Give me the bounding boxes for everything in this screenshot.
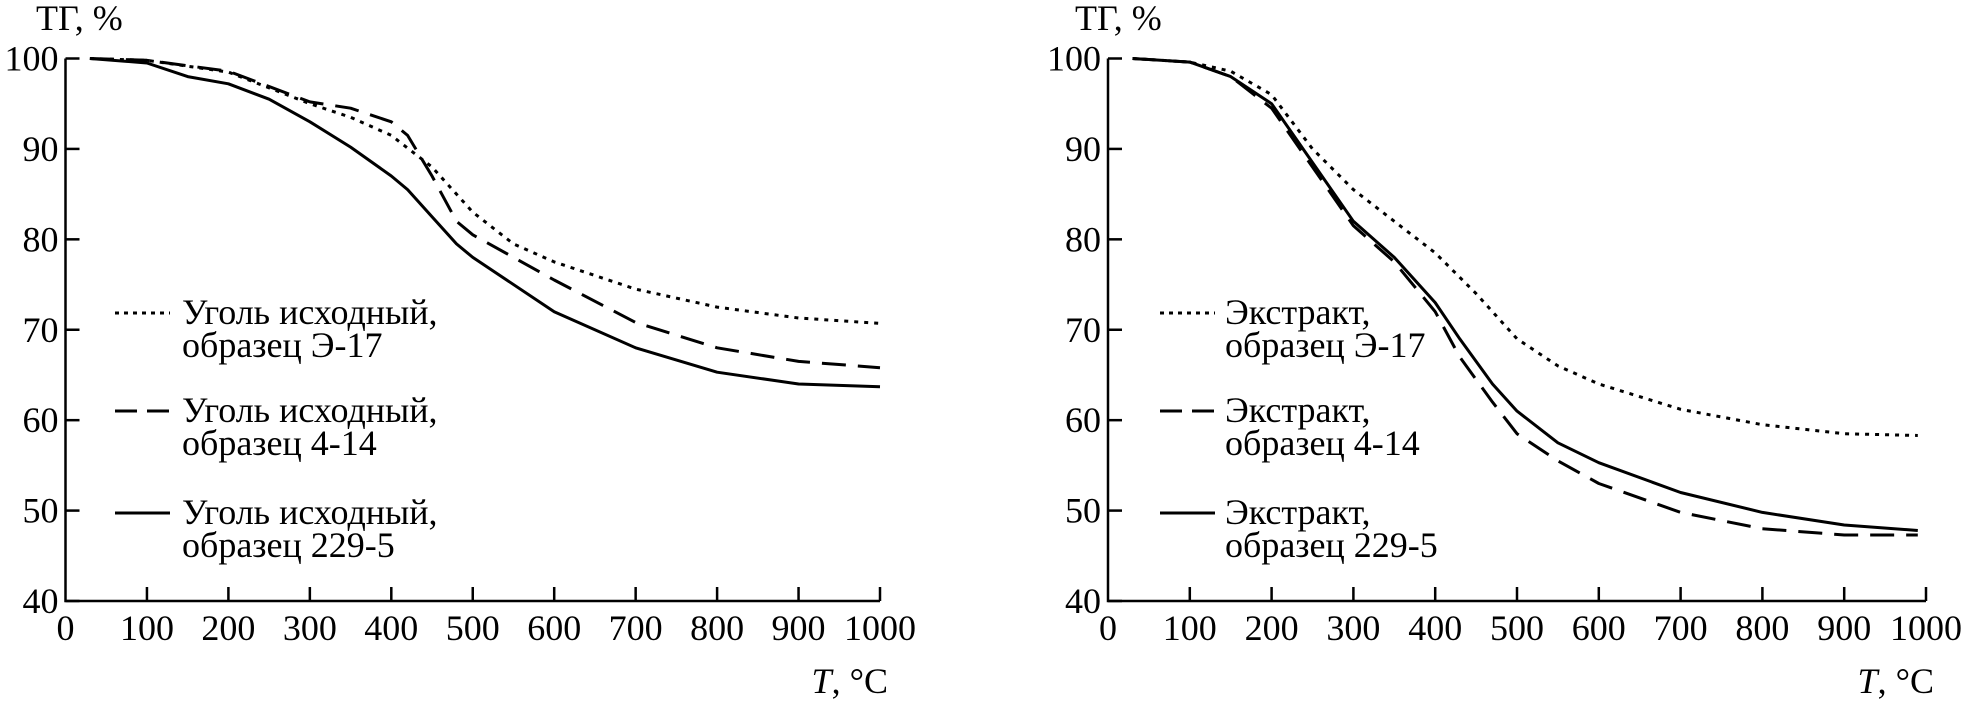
y-axis-label: ТГ, % (1075, 0, 1162, 38)
x-tick-label: 1000 (844, 608, 916, 648)
series-line-solid (1132, 57, 1918, 532)
x-tick-label: 800 (1735, 608, 1789, 648)
series-line-dashed (89, 57, 881, 370)
legend-label: образец 4-14 (182, 423, 377, 463)
x-tick-label: 100 (1163, 608, 1217, 648)
y-tick-label: 40 (1065, 581, 1101, 621)
series-line-dotted (1132, 57, 1918, 437)
x-tick-label: 600 (1572, 608, 1626, 648)
x-tick-label: 200 (1245, 608, 1299, 648)
y-tick-label: 70 (23, 310, 59, 350)
x-tick-label: 400 (364, 608, 418, 648)
chart-panel-1: 0 100 200 300 400 500 600 700 800 900 1000 40 50 60 70… (5, 0, 917, 701)
legend-label: Экстракт, (1225, 292, 1371, 332)
x-tick-label: 0 (1099, 608, 1117, 648)
y-tick-label: 80 (1065, 219, 1101, 259)
x-tick-label: 300 (1326, 608, 1380, 648)
x-tick-label: 300 (283, 608, 337, 648)
x-tick-label: 600 (527, 608, 581, 648)
series-line-dotted (89, 57, 881, 325)
x-tick-label: 500 (446, 608, 500, 648)
y-tick-label: 40 (23, 581, 59, 621)
y-tick-label: 60 (1065, 400, 1101, 440)
chart-panel-2: 0 100 200 300 400 500 600 700 800 900 1000 40 50 60 70… (1047, 0, 1962, 701)
x-tick-label: 100 (120, 608, 174, 648)
x-tick-label: 1000 (1890, 608, 1962, 648)
legend-label: образец 229-5 (1225, 525, 1438, 565)
y-tick-label: 70 (1065, 310, 1101, 350)
y-tick-label: 60 (23, 400, 59, 440)
x-axis-label: T, °C (812, 661, 888, 701)
legend-label: образец 4-14 (1225, 423, 1420, 463)
series-line-solid (89, 57, 881, 389)
y-tick-label: 90 (23, 129, 59, 169)
x-axis-label: T, °C (1858, 661, 1934, 701)
x-tick-label: 400 (1408, 608, 1462, 648)
legend-label: образец Э-17 (1225, 325, 1426, 365)
legend-label: образец Э-17 (182, 325, 383, 365)
y-tick-label: 100 (1047, 39, 1101, 79)
legend-label: Экстракт, (1225, 390, 1371, 430)
x-tick-label: 800 (690, 608, 744, 648)
legend-label: Уголь исходный, (182, 292, 438, 332)
y-tick-label: 90 (1065, 129, 1101, 169)
x-tick-label: 500 (1490, 608, 1544, 648)
y-tick-label: 50 (1065, 491, 1101, 531)
legend-label: Экстракт, (1225, 492, 1371, 532)
y-tick-label: 100 (5, 39, 59, 79)
series-line-dashed (1132, 57, 1918, 537)
x-tick-label: 900 (1817, 608, 1871, 648)
y-axis-label: ТГ, % (36, 0, 123, 38)
legend-label: образец 229-5 (182, 525, 395, 565)
y-tick-label: 80 (23, 219, 59, 259)
legend-label: Уголь исходный, (182, 390, 438, 430)
x-tick-label: 0 (57, 608, 75, 648)
x-tick-label: 700 (609, 608, 663, 648)
x-tick-label: 200 (201, 608, 255, 648)
x-tick-label: 700 (1654, 608, 1708, 648)
y-tick-label: 50 (23, 491, 59, 531)
x-tick-label: 900 (772, 608, 826, 648)
legend-label: Уголь исходный, (182, 492, 438, 532)
